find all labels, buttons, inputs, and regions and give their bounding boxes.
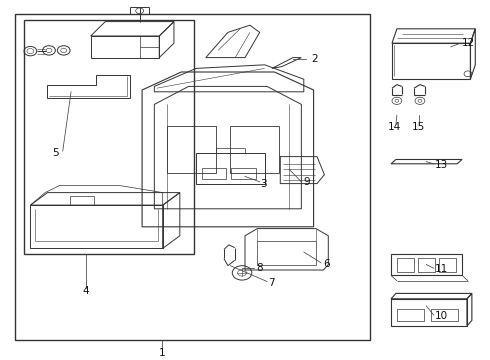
Bar — [397, 309, 424, 321]
Text: 6: 6 — [323, 258, 330, 269]
Text: 8: 8 — [256, 263, 263, 273]
Text: 12: 12 — [462, 38, 475, 48]
Bar — [202, 168, 226, 179]
Text: 11: 11 — [435, 264, 448, 274]
Text: 2: 2 — [311, 54, 318, 64]
Text: 15: 15 — [411, 122, 425, 132]
Bar — [397, 258, 414, 272]
Bar — [391, 299, 467, 326]
Text: 1: 1 — [158, 348, 165, 358]
Bar — [15, 14, 370, 340]
Text: 14: 14 — [388, 122, 401, 132]
Text: 4: 4 — [82, 286, 89, 296]
Text: 7: 7 — [269, 278, 275, 288]
Text: 13: 13 — [435, 160, 448, 170]
Text: 3: 3 — [260, 179, 267, 189]
Text: 9: 9 — [304, 177, 311, 187]
Bar — [257, 241, 316, 265]
Text: 10: 10 — [435, 311, 448, 321]
Bar — [418, 258, 435, 272]
Bar — [196, 153, 265, 184]
Bar — [24, 20, 194, 254]
Bar — [439, 258, 456, 272]
Bar — [391, 254, 462, 275]
Bar — [231, 168, 256, 179]
Text: 5: 5 — [52, 148, 59, 158]
Bar — [431, 309, 458, 321]
